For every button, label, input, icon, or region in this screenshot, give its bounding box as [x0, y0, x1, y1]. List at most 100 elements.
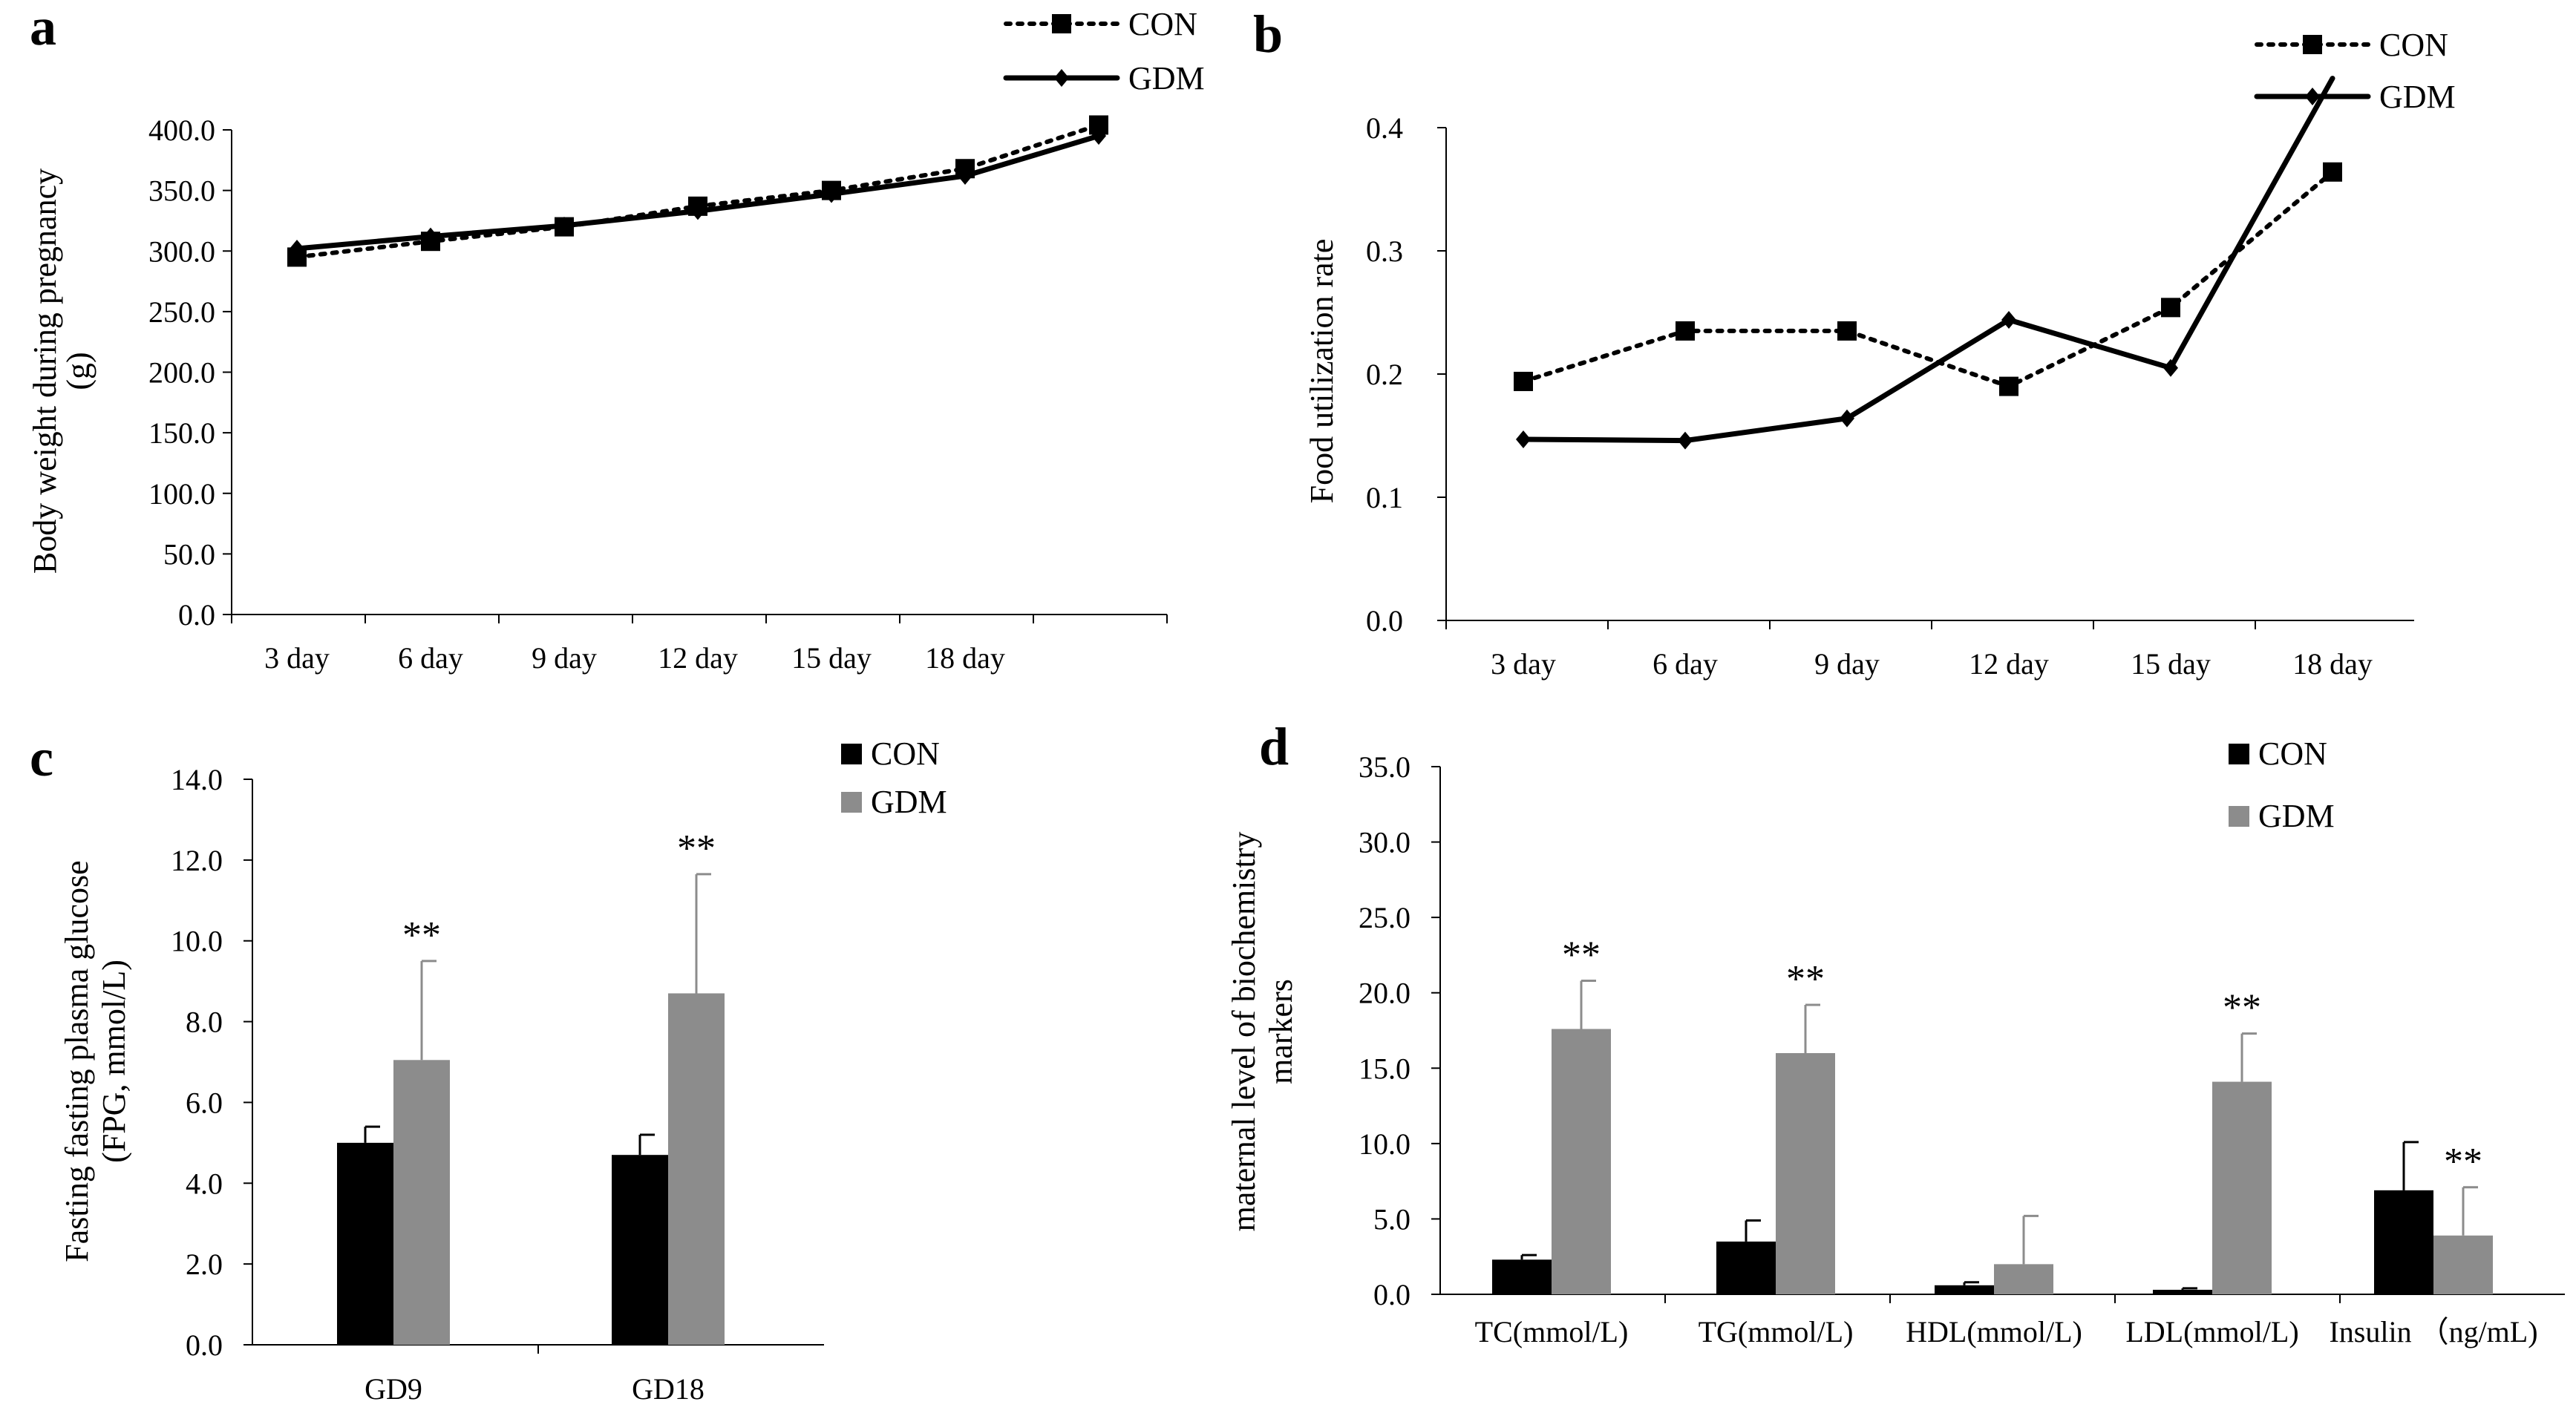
y-tick-label: 150.0: [148, 416, 215, 450]
x-tick-label: 9 day: [1814, 647, 1880, 681]
y-tick-label: 30.0: [1359, 826, 1410, 859]
legend-swatch-con: [2229, 744, 2249, 764]
y-tick-label: 25.0: [1359, 901, 1410, 934]
y-tick-label: 8.0: [186, 1006, 223, 1039]
bar-gdm: [1994, 1264, 2053, 1294]
y-tick-label: 35.0: [1359, 750, 1410, 784]
diamond-marker: [557, 216, 572, 235]
y-tick-label: 200.0: [148, 356, 215, 390]
y-tick-label: 10.0: [171, 925, 223, 958]
y-tick-label: 50.0: [163, 537, 215, 571]
square-marker: [1514, 371, 1533, 391]
x-tick-label: LDL(mmol/L): [2125, 1315, 2298, 1348]
x-tick-label: 6 day: [398, 641, 463, 675]
y-tick-label: 15.0: [1359, 1052, 1410, 1085]
y-tick-label: 0.1: [1366, 481, 1403, 514]
legend-label-con: CON: [2258, 735, 2327, 772]
y-tick-label: 12.0: [171, 844, 223, 877]
y-axis-title: Food utilization rate: [1304, 239, 1340, 504]
diamond-marker: [423, 227, 438, 246]
square-marker: [1837, 321, 1857, 341]
legend-swatch-gdm: [2229, 806, 2249, 827]
legend-label-con: CON: [1128, 6, 1197, 42]
bar-gdm: [668, 993, 725, 1345]
x-tick-label: HDL(mmol/L): [1906, 1315, 2082, 1348]
y-axis-title: (FPG, mmol/L): [96, 960, 132, 1163]
diamond-marker: [1054, 69, 1069, 87]
diamond-marker: [1678, 431, 1693, 450]
panel-letter: c: [30, 728, 53, 787]
diamond-marker: [824, 185, 839, 203]
y-tick-label: 14.0: [171, 763, 223, 796]
diamond-marker: [2001, 310, 2016, 329]
series-line-con: [1521, 169, 2335, 389]
x-tick-label: 9 day: [532, 641, 597, 675]
x-tick-label: GD18: [632, 1372, 705, 1406]
panel-a: 0.0 50.0 100.0 150.0 200.0 250.0 300.0 350.0 400…: [27, 0, 1205, 675]
legend-label-gdm: GDM: [2379, 79, 2456, 115]
legend-label-con: CON: [2379, 27, 2448, 63]
x-tick-label: 18 day: [2292, 647, 2373, 681]
y-axis-title: markers: [1263, 979, 1299, 1084]
bar-con: [2153, 1289, 2212, 1294]
y-tick-label: 300.0: [148, 235, 215, 268]
x-tick-label: 15 day: [2131, 647, 2211, 681]
legend-swatch-gdm: [841, 792, 862, 813]
y-tick-label: 2.0: [186, 1248, 223, 1281]
y-tick-label: 0.0: [1366, 604, 1403, 638]
y-tick-label: 250.0: [148, 295, 215, 329]
y-axis-title: maternal level of biochemistry: [1226, 832, 1262, 1232]
square-marker: [2323, 162, 2342, 182]
panel-letter: b: [1253, 4, 1283, 64]
legend-swatch-con: [841, 744, 862, 764]
square-marker: [1052, 14, 1071, 33]
y-tick-label: 350.0: [148, 174, 215, 208]
y-tick-label: 0.3: [1366, 235, 1403, 268]
y-axis-title: Body weight during pregnancy: [27, 168, 63, 574]
y-tick-label: 4.0: [186, 1167, 223, 1200]
x-tick-label: 3 day: [264, 641, 330, 675]
bar-con: [337, 1142, 393, 1345]
bar-con: [1716, 1241, 1776, 1294]
y-tick-label: 6.0: [186, 1086, 223, 1119]
diamond-marker: [2305, 88, 2320, 105]
bar-gdm: [2433, 1235, 2493, 1294]
y-axis-title: Fasting fasting plasma glucose: [59, 860, 95, 1262]
panel-letter: d: [1259, 717, 1289, 776]
x-tick-label: 15 day: [791, 641, 872, 675]
y-tick-label: 5.0: [1373, 1202, 1410, 1236]
diamond-marker: [1840, 409, 1854, 427]
significance-label: **: [2223, 987, 2261, 1029]
legend-label-gdm: GDM: [2258, 798, 2335, 834]
bar-gdm: [2212, 1081, 2272, 1294]
significance-label: **: [1562, 934, 1601, 976]
significance-label: **: [677, 828, 716, 870]
diamond-marker: [290, 239, 304, 258]
y-tick-label: 0.0: [1373, 1278, 1410, 1311]
panel-b: 0.0 0.1 0.2 0.3 0.4 Food utilization rate b 3 d…: [1253, 4, 2456, 681]
x-tick-label: 12 day: [658, 641, 738, 675]
x-tick-label: Insulin （ng/mL): [2329, 1315, 2537, 1348]
y-tick-label: 0.4: [1366, 111, 1403, 145]
diamond-marker: [690, 202, 705, 220]
diamond-marker: [1091, 127, 1106, 145]
square-marker: [2303, 35, 2322, 54]
square-marker: [1676, 321, 1695, 341]
y-tick-label: 0.0: [178, 598, 215, 632]
panel-letter: a: [30, 0, 56, 56]
x-tick-label: 6 day: [1653, 647, 1718, 681]
series-line-gdm: [294, 133, 1102, 252]
diamond-marker: [1516, 430, 1531, 448]
diamond-marker: [958, 167, 972, 186]
y-axis-title: (g): [60, 352, 97, 390]
bar-con: [612, 1155, 668, 1345]
y-tick-label: 400.0: [148, 114, 215, 147]
panel-c: 0.0 2.0 4.0 6.0 8.0 10.0 12.0 14.0 Fasting fasti…: [30, 728, 947, 1406]
y-tick-label: 10.0: [1359, 1127, 1410, 1161]
bar-gdm: [1552, 1029, 1611, 1294]
significance-label: **: [402, 914, 441, 957]
square-marker: [1999, 376, 2018, 396]
square-marker: [2161, 298, 2180, 318]
y-tick-label: 100.0: [148, 477, 215, 511]
bar-con: [1492, 1259, 1552, 1294]
